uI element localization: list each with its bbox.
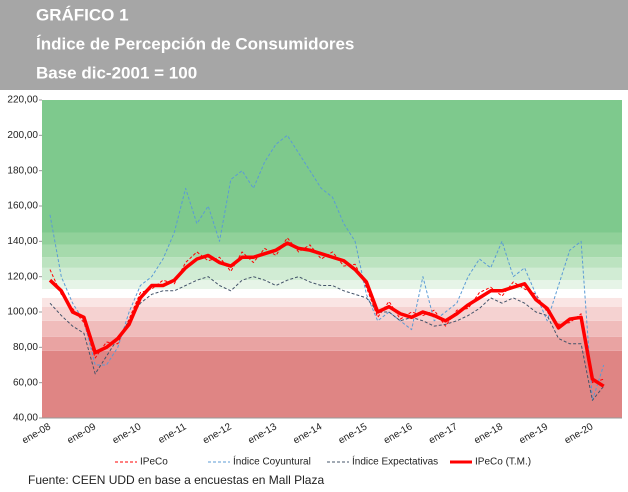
x-tick-label: ene-17 [427, 421, 460, 446]
x-tick-label: ene-12 [201, 421, 234, 446]
chart-title: Base dic-2001 = 100 [36, 63, 197, 82]
x-tick-label: ene-13 [246, 421, 279, 446]
legend-label: Índice Coyuntural [233, 455, 311, 468]
series-line [49, 276, 605, 401]
legend-label: Índice Expectativas [352, 455, 438, 468]
x-tick-label: ene-18 [472, 421, 505, 446]
chart-title: Índice de Percepción de Consumidores [36, 34, 354, 53]
band [42, 289, 622, 298]
x-tick-label: ene-19 [518, 421, 551, 446]
y-tick-label: 160,00 [7, 201, 38, 212]
y-tick-label: 180,00 [7, 165, 38, 176]
x-tick-label: ene-15 [337, 421, 370, 446]
band [42, 280, 622, 290]
band [42, 244, 622, 258]
y-tick-label: 200,00 [7, 130, 38, 141]
legend-label: IPeCo [140, 457, 168, 468]
x-tick-label: ene-20 [563, 421, 596, 446]
title-box [0, 0, 628, 90]
y-tick-label: 80,00 [13, 342, 38, 353]
legend-label: IPeCo (T.M.) [475, 457, 531, 468]
y-tick-label: 100,00 [7, 307, 38, 318]
y-tick-label: 140,00 [7, 236, 38, 247]
x-tick-label: ene-10 [111, 421, 144, 446]
series-line [48, 241, 605, 388]
chart-title: GRÁFICO 1 [36, 5, 129, 24]
x-tick-label: ene-11 [157, 421, 189, 446]
band [42, 100, 622, 233]
band [42, 257, 622, 268]
x-tick-label: ene-14 [292, 421, 325, 446]
band [42, 267, 622, 281]
band [42, 320, 622, 337]
y-tick-label: 120,00 [7, 271, 38, 282]
y-tick-label: 220,00 [7, 95, 38, 106]
x-tick-label: ene-16 [382, 421, 415, 446]
band [42, 232, 622, 245]
band [42, 336, 622, 351]
band [42, 350, 622, 418]
x-tick-label: ene-09 [66, 421, 99, 446]
band [42, 297, 622, 307]
y-tick-label: 40,00 [13, 413, 38, 424]
y-tick-label: 60,00 [13, 377, 38, 388]
x-tick-label: ene-08 [20, 421, 53, 446]
source: Fuente: CEEN UDD en base a encuestas en … [28, 473, 324, 487]
